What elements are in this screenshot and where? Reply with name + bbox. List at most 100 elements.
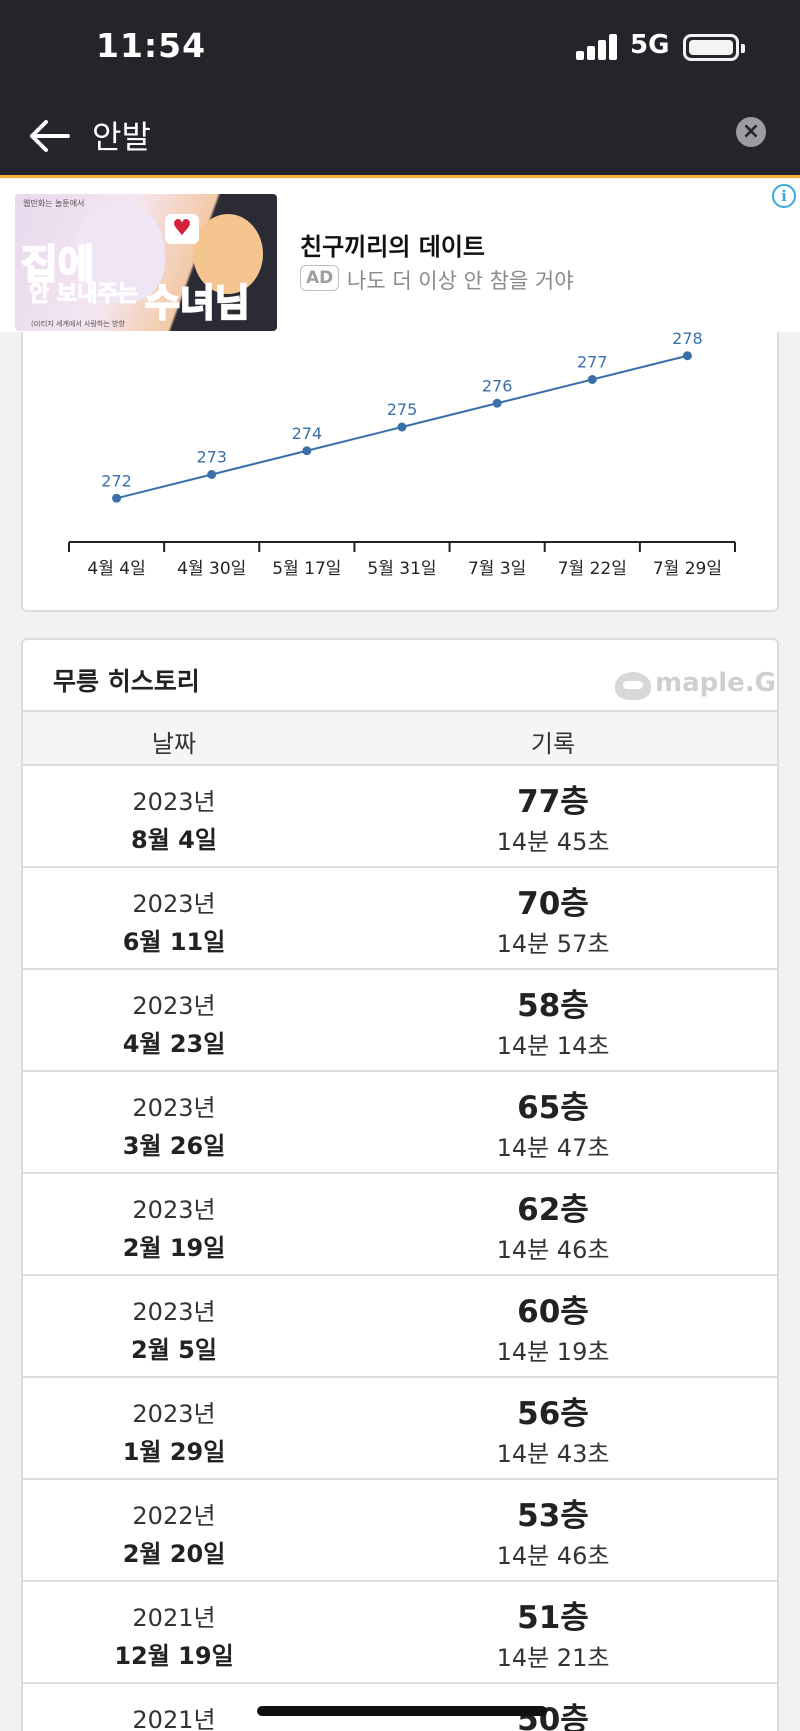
row-day: 8월 4일 [131, 826, 217, 854]
slime-icon [615, 672, 651, 700]
data-point [112, 493, 122, 503]
search-input[interactable]: 안발 [92, 118, 151, 156]
ad-description[interactable]: 나도 더 이상 안 참을 거야 [347, 269, 574, 293]
level-chart-card: 4월 4일 4월 30일 5월 17일 5월 31일 7월 3일 7월 22일 7월 29일… [21, 332, 779, 612]
x-tick-label: 5월 31일 [367, 559, 436, 579]
x-tick-label: 7월 29일 [653, 559, 722, 579]
back-arrow-icon[interactable] [28, 116, 70, 156]
row-day: 2월 20일 [122, 1540, 226, 1568]
x-tick-label: 5월 17일 [272, 559, 341, 579]
row-time: 14분 47초 [496, 1134, 610, 1162]
row-time: 14분 14초 [496, 1032, 610, 1060]
table-row: 2023년 8월 4일 77층 14분 45초 [23, 766, 777, 868]
table-row: 2023년 6월 11일 70층 14분 57초 [23, 868, 777, 970]
battery-icon [683, 34, 745, 61]
ad-title[interactable]: 친구끼리의 데이트 [300, 233, 485, 261]
ad-info-icon[interactable]: i [772, 184, 796, 208]
row-day: 12월 19일 [114, 1642, 234, 1670]
history-card: 무릉 히스토리 maple.GG 날짜 기록 2023년 8월 4일 77층 14분 … [21, 638, 779, 1731]
data-label: 276 [482, 376, 513, 395]
row-year: 2023년 [132, 1400, 216, 1428]
history-title: 무릉 히스토리 [53, 667, 200, 696]
row-time: 14분 45초 [496, 828, 610, 856]
x-tick-label: 4월 4일 [87, 559, 145, 579]
data-label: 272 [101, 471, 132, 490]
data-point [682, 351, 692, 361]
table-row: 2023년 3월 26일 65층 14분 47초 [23, 1072, 777, 1174]
row-year: 2023년 [132, 1094, 216, 1122]
row-day: 1월 29일 [122, 1438, 226, 1466]
table-row: 2022년 2월 20일 53층 14분 46초 [23, 1480, 777, 1582]
row-floor: 51층 [517, 1600, 589, 1636]
clear-search-icon[interactable]: × [736, 117, 766, 147]
date-column-header: 날짜 [151, 730, 197, 758]
row-floor: 65층 [517, 1090, 589, 1126]
row-day: 2월 5일 [131, 1336, 217, 1364]
data-label: 275 [387, 400, 418, 419]
row-floor: 70층 [517, 886, 589, 922]
x-tick-label: 4월 30일 [177, 559, 246, 579]
ad-banner[interactable]: ♥ 웹만화는 놀툰에서 집에 안 보내주는 수녀님 (0)티지 세계에서 사람하… [0, 179, 800, 332]
history-rows: 2023년 8월 4일 77층 14분 45초 2023년 6월 11일 70층 14분 57… [23, 766, 777, 1731]
data-label: 274 [292, 424, 323, 443]
table-header: 날짜 기록 [23, 710, 777, 766]
row-year: 2021년 [132, 1604, 216, 1632]
status-bar: 11:54 5G [0, 0, 800, 96]
row-time: 14분 19초 [496, 1338, 610, 1366]
table-row: 2023년 2월 19일 62층 14분 46초 [23, 1174, 777, 1276]
table-row: 2021년 50층 [23, 1684, 777, 1731]
data-point [587, 375, 597, 384]
data-point [302, 446, 312, 456]
ad-image-small-text: 웹만화는 놀툰에서 [23, 199, 85, 208]
row-time: 14분 43초 [496, 1440, 610, 1468]
data-point [492, 398, 502, 408]
row-floor: 56층 [517, 1396, 589, 1432]
row-year: 2023년 [132, 1298, 216, 1326]
record-column-header: 기록 [530, 730, 576, 758]
row-floor: 53층 [517, 1498, 589, 1534]
row-time: 14분 57초 [496, 930, 610, 958]
row-day: 2월 19일 [122, 1234, 226, 1262]
row-time: 14분 46초 [496, 1236, 610, 1264]
logo-text: maple.GG [655, 668, 777, 698]
row-year: 2023년 [132, 890, 216, 918]
row-floor: 58층 [517, 988, 589, 1024]
data-label: 273 [196, 448, 227, 467]
ad-image-headline-2: 안 보내주는 [29, 282, 139, 308]
ad-image-headline-1: 집에 [20, 241, 96, 289]
row-year: 2023년 [132, 788, 216, 816]
table-row: 2021년 12월 19일 51층 14분 21초 [23, 1582, 777, 1684]
table-row: 2023년 4월 23일 58층 14분 14초 [23, 970, 777, 1072]
row-floor: 62층 [517, 1192, 589, 1228]
data-point [207, 470, 217, 479]
row-floor: 60층 [517, 1294, 589, 1330]
home-indicator[interactable] [257, 1706, 547, 1716]
network-type: 5G [630, 30, 670, 60]
ad-badge: AD [300, 265, 340, 291]
data-label: 278 [672, 332, 703, 348]
heart-icon: ♥ [165, 214, 199, 244]
data-label: 277 [577, 353, 608, 372]
x-tick-label: 7월 3일 [468, 559, 526, 579]
ad-image-headline-3: 수녀님 [144, 280, 251, 326]
level-line-chart: 4월 4일 4월 30일 5월 17일 5월 31일 7월 3일 7월 22일 7월 29일… [68, 332, 736, 579]
row-floor: 77층 [517, 784, 589, 820]
row-day: 3월 26일 [122, 1132, 226, 1160]
table-row: 2023년 1월 29일 56층 14분 43초 [23, 1378, 777, 1480]
row-time: 14분 46초 [496, 1542, 610, 1570]
ad-image-footer: (0)티지 세계에서 사람하는 방향 [31, 320, 125, 328]
row-day: 6월 11일 [122, 928, 226, 956]
signal-icon [576, 34, 620, 60]
data-point [397, 422, 407, 432]
search-header: 안발 × [0, 96, 800, 178]
ad-image[interactable]: ♥ 웹만화는 놀툰에서 집에 안 보내주는 수녀님 (0)티지 세계에서 사람하… [15, 194, 277, 331]
row-day: 4월 23일 [122, 1030, 226, 1058]
x-tick-label: 7월 22일 [558, 559, 627, 579]
row-year: 2022년 [132, 1502, 216, 1530]
row-year: 2021년 [132, 1706, 216, 1731]
row-year: 2023년 [132, 992, 216, 1020]
row-time: 14분 21초 [496, 1644, 610, 1672]
table-row: 2023년 2월 5일 60층 14분 19초 [23, 1276, 777, 1378]
status-time: 11:54 [96, 26, 207, 65]
row-year: 2023년 [132, 1196, 216, 1224]
